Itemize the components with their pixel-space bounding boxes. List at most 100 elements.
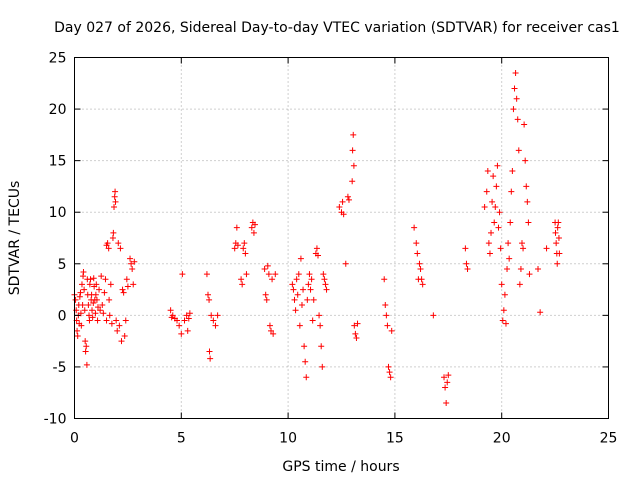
data-point	[430, 312, 437, 319]
data-point	[184, 327, 191, 334]
data-point	[128, 260, 135, 267]
data-point	[114, 327, 121, 334]
data-point	[127, 255, 134, 262]
data-point	[485, 240, 492, 247]
data-point	[416, 260, 423, 267]
data-point	[98, 273, 105, 280]
data-point	[523, 183, 530, 190]
data-point	[264, 262, 271, 269]
data-point	[464, 265, 471, 272]
data-point	[353, 335, 360, 342]
gridlines	[74, 57, 609, 419]
data-point	[462, 245, 469, 252]
data-point	[500, 307, 507, 314]
data-point	[342, 260, 349, 267]
data-point	[554, 260, 561, 267]
data-point	[310, 296, 317, 303]
data-point	[555, 219, 562, 226]
data-point	[501, 291, 508, 298]
y-tick-label: 25	[49, 51, 67, 67]
data-point	[301, 343, 308, 350]
data-point	[507, 219, 514, 226]
data-point	[115, 240, 122, 247]
data-point	[354, 320, 361, 327]
data-point	[308, 276, 315, 283]
data-point	[317, 322, 324, 329]
data-point	[318, 343, 325, 350]
data-point	[511, 85, 518, 92]
data-point	[79, 302, 86, 309]
data-point	[554, 224, 561, 231]
data-point	[385, 363, 392, 370]
data-point	[81, 286, 88, 293]
data-point	[506, 255, 513, 262]
data-point	[74, 332, 81, 339]
data-points	[71, 69, 563, 407]
data-point	[386, 369, 393, 376]
data-point	[113, 317, 120, 324]
data-point	[96, 286, 103, 293]
data-point	[234, 242, 241, 249]
data-point	[445, 372, 452, 379]
data-point	[514, 116, 521, 123]
data-point	[339, 198, 346, 205]
data-point	[251, 221, 258, 228]
data-point	[300, 286, 307, 293]
data-point	[242, 250, 249, 257]
data-point	[131, 258, 138, 265]
data-point	[290, 286, 297, 293]
data-point	[492, 204, 499, 211]
data-point	[250, 229, 257, 236]
data-point	[289, 281, 296, 288]
data-point	[108, 320, 115, 327]
data-point	[345, 196, 352, 203]
data-point	[517, 265, 524, 272]
data-point	[186, 310, 193, 317]
y-tick-label: -5	[53, 360, 67, 376]
data-point	[293, 276, 300, 283]
data-point	[497, 245, 504, 252]
data-point	[488, 229, 495, 236]
data-point	[484, 167, 491, 174]
data-point	[504, 265, 511, 272]
data-point	[419, 281, 426, 288]
data-point	[553, 240, 560, 247]
data-point	[83, 361, 90, 368]
data-point	[93, 296, 100, 303]
x-tick-label: 0	[70, 431, 79, 447]
data-point	[441, 374, 448, 381]
data-point	[240, 245, 247, 252]
data-point	[495, 224, 502, 231]
x-tick-label: 10	[279, 431, 297, 447]
axis-ticks: 0 5 10 15 20 25 -10 -5 0 5 10 15 20 25	[44, 51, 618, 447]
data-point	[555, 235, 562, 241]
data-point	[498, 281, 505, 288]
data-point	[321, 276, 328, 283]
data-point	[121, 332, 128, 339]
data-point	[205, 291, 211, 298]
data-point	[521, 121, 528, 128]
data-point	[80, 269, 87, 276]
data-point	[387, 374, 394, 381]
data-point	[411, 224, 418, 231]
data-point	[203, 271, 210, 278]
data-point	[92, 291, 99, 298]
data-point	[112, 198, 119, 205]
data-point	[112, 188, 119, 195]
data-point	[122, 317, 129, 324]
data-point	[111, 204, 118, 211]
y-tick-label: 20	[49, 102, 67, 118]
data-point	[87, 276, 94, 283]
data-point	[381, 276, 388, 283]
data-point	[214, 312, 221, 319]
data-point	[349, 147, 356, 154]
data-point	[524, 198, 531, 205]
data-point	[384, 322, 391, 329]
data-point	[100, 310, 107, 317]
data-point	[522, 157, 529, 164]
data-point	[512, 69, 519, 76]
data-point	[315, 252, 322, 259]
data-point	[316, 312, 323, 319]
data-point	[118, 338, 125, 345]
